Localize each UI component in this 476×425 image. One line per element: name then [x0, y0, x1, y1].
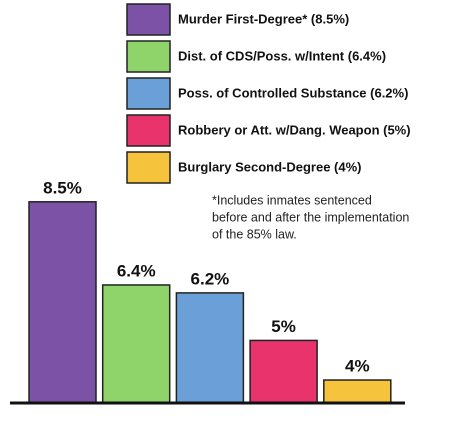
bar [28, 201, 97, 404]
annotation: *Includes inmates sentenced [212, 193, 372, 207]
value-label: 5% [271, 317, 296, 336]
legend-label: Poss. of Controlled Substance (6.2%) [178, 85, 408, 100]
bar [249, 339, 318, 404]
legend-label: Burglary Second-Degree (4%) [178, 159, 362, 174]
value-label: 8.5% [43, 178, 82, 197]
legend-swatch [126, 77, 171, 110]
value-label: 6.4% [117, 261, 156, 280]
bar [101, 284, 171, 404]
legend-label: Murder First-Degree* (8.5%) [178, 11, 349, 26]
legend-swatch [126, 40, 171, 73]
bar [175, 292, 245, 404]
bar [323, 379, 392, 404]
legend-swatch [126, 3, 171, 36]
legend-swatch [126, 151, 171, 184]
annotation: before and after the implementation [212, 210, 409, 224]
value-label: 6.2% [191, 269, 230, 288]
legend-label: Dist. of CDS/Poss. w/Intent (6.4%) [178, 48, 386, 63]
legend-swatch [126, 114, 171, 147]
annotation: of the 85% law. [212, 227, 297, 241]
legend-label: Robbery or Att. w/Dang. Weapon (5%) [178, 122, 411, 137]
value-label: 4% [345, 357, 370, 376]
